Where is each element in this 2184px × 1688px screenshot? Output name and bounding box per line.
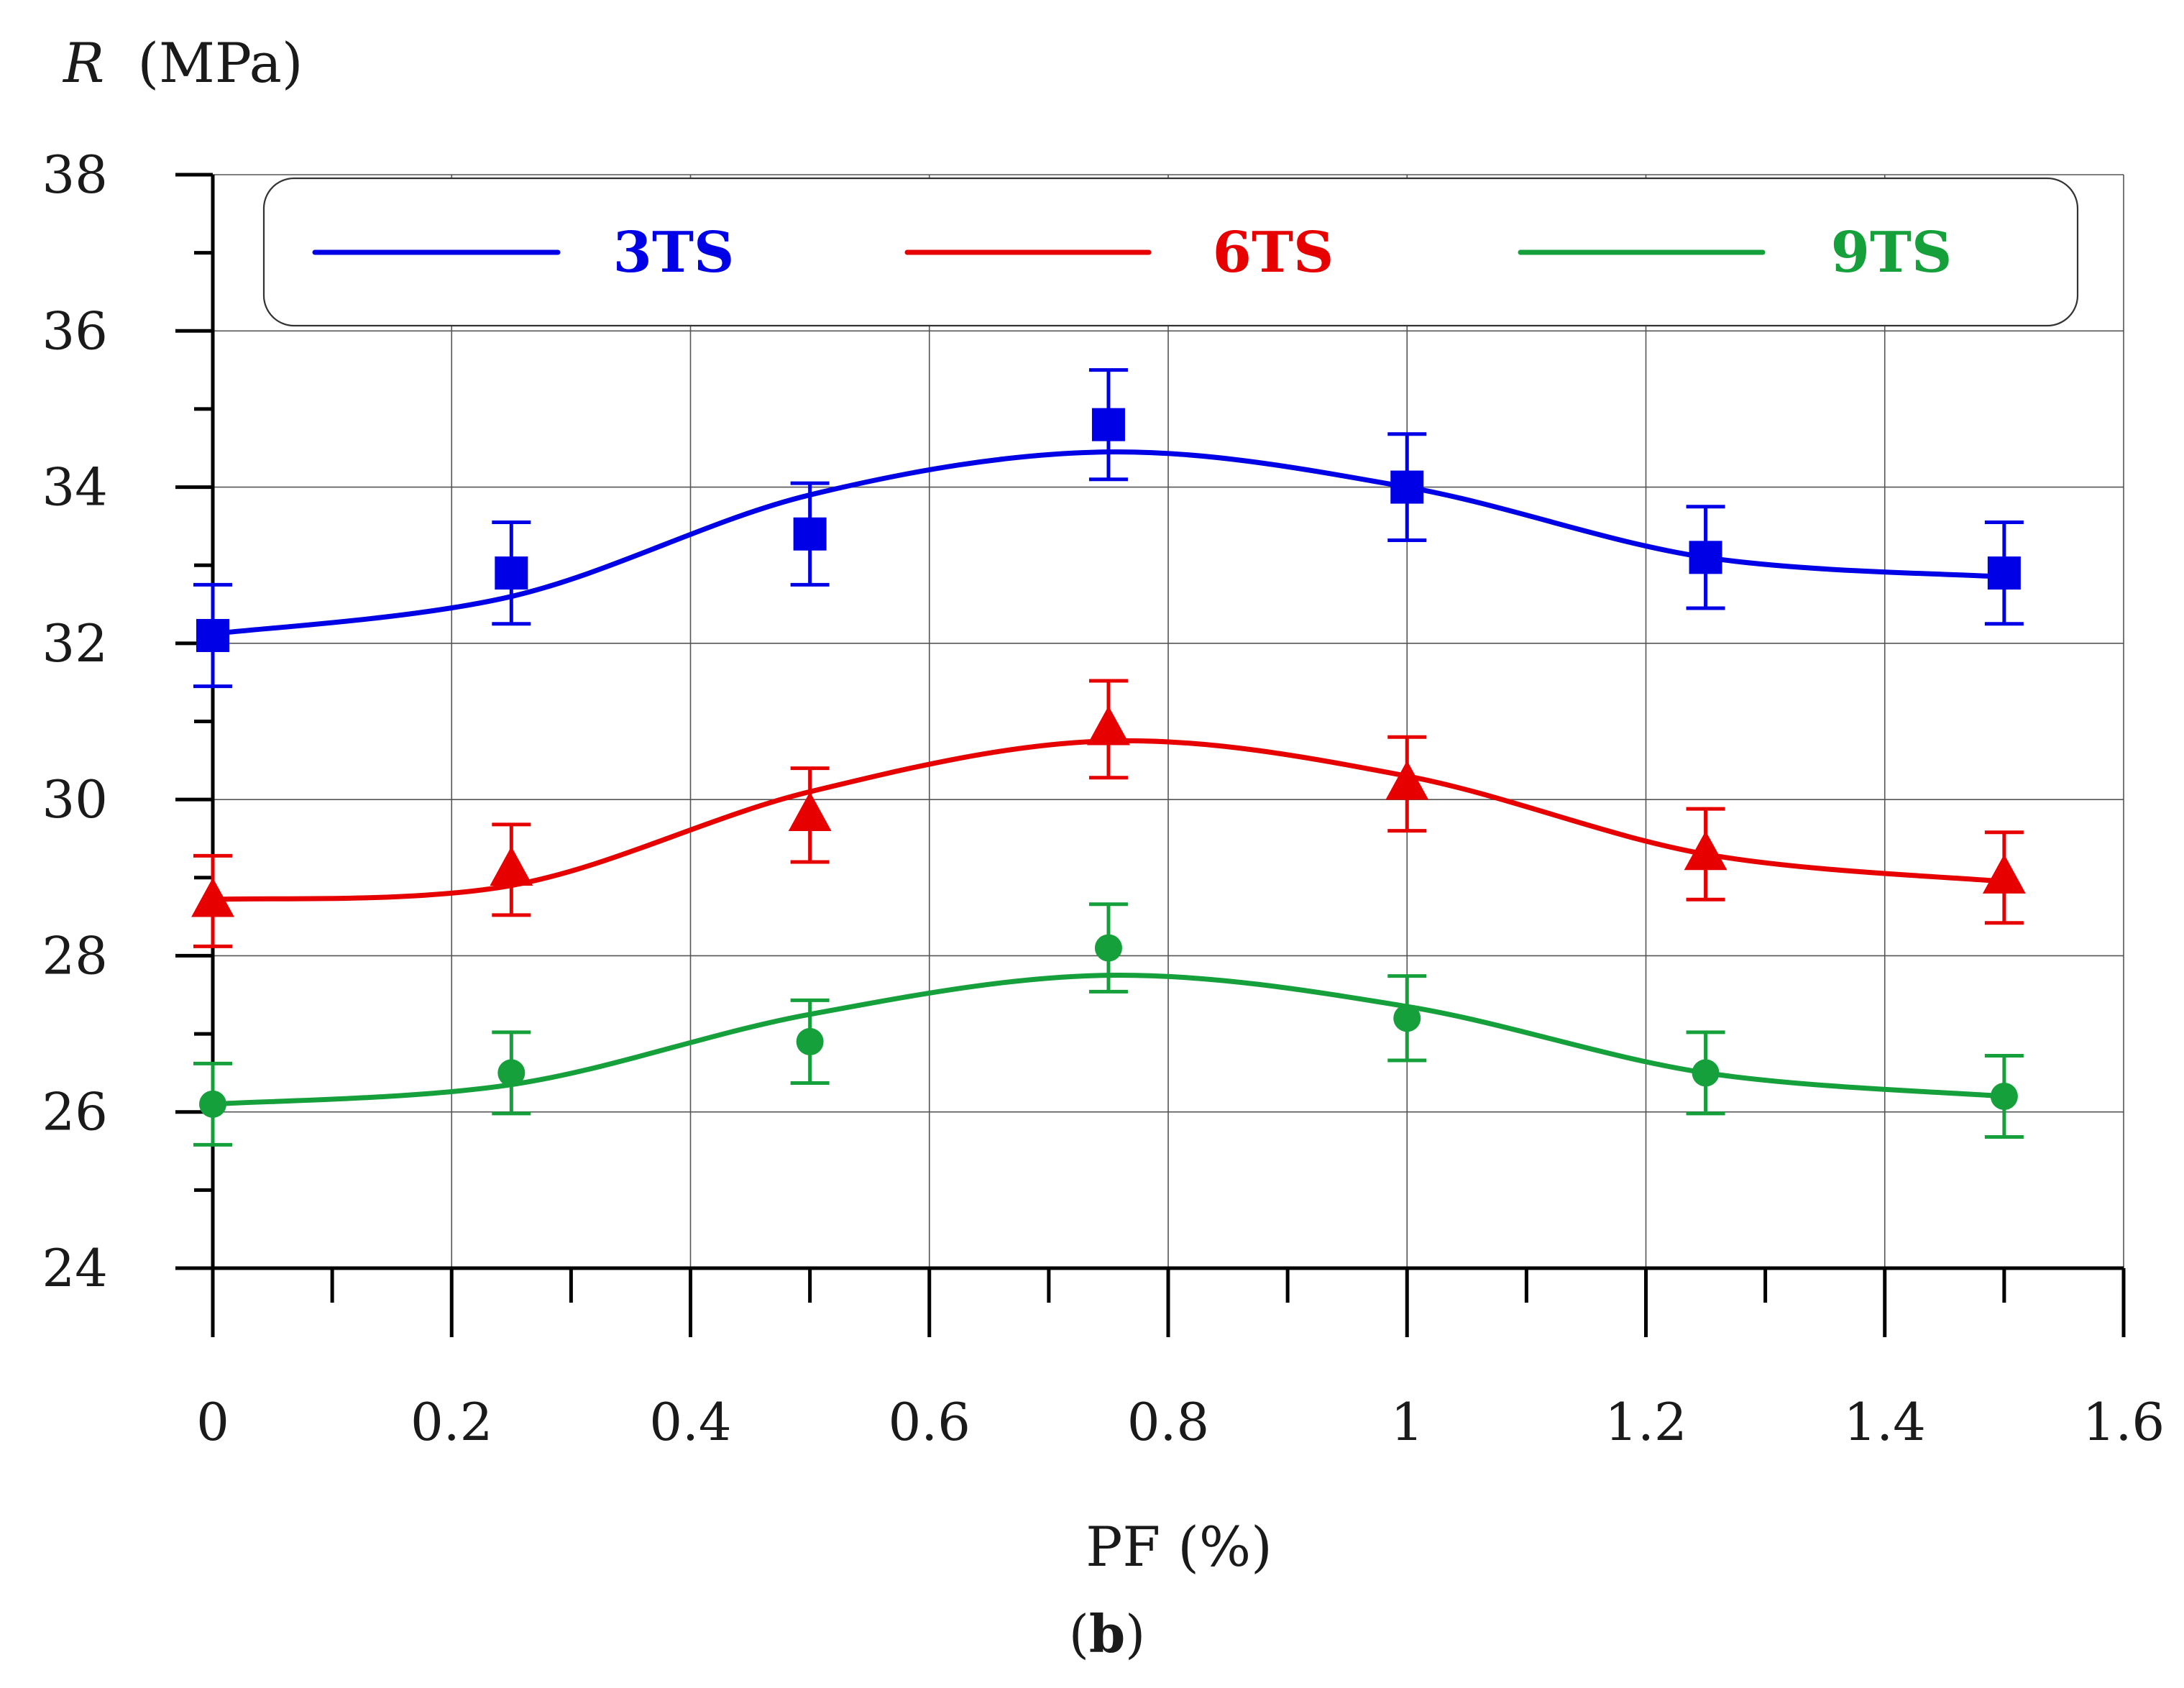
series-3ts	[193, 368, 2024, 689]
legend-label-9ts: 9TS	[1831, 220, 1953, 285]
data-point-3ts	[1390, 470, 1424, 504]
data-point-6ts	[1684, 830, 1728, 871]
data-point-9ts	[1692, 1059, 1720, 1087]
x-tick-label: 0.4	[649, 1392, 732, 1452]
data-point-9ts	[1990, 1082, 2018, 1110]
x-tick-label: 0.8	[1127, 1392, 1210, 1452]
y-axis-unit: (MPa)	[137, 31, 303, 95]
data-point-3ts	[495, 556, 528, 590]
data-point-6ts	[1982, 854, 2026, 894]
x-axis-title: PF (%)	[1086, 1515, 1272, 1579]
series-9ts	[193, 902, 2024, 1147]
y-tick-label: 34	[42, 457, 108, 518]
x-tick-label: 0	[196, 1392, 229, 1452]
y-tick-label: 24	[42, 1238, 108, 1298]
y-tick-label: 28	[42, 925, 108, 986]
y-tick-label: 30	[42, 769, 108, 830]
data-point-6ts	[490, 846, 533, 886]
y-tick-label: 38	[42, 145, 108, 205]
legend-label-3ts: 3TS	[613, 220, 735, 285]
y-tick-label: 36	[42, 301, 108, 361]
tick-labels: 24 26 28 30 32 34 36 38 0 0.2 0.4 0.6 0.8 1 1.2 1.4 1.6	[42, 145, 2165, 1452]
y-tick-label: 26	[42, 1082, 108, 1142]
y-axis-symbol: R	[62, 31, 104, 95]
x-tick-label: 0.6	[888, 1392, 971, 1452]
data-point-9ts	[1393, 1004, 1421, 1032]
data-point-6ts	[1087, 705, 1130, 746]
data-point-9ts	[1094, 934, 1122, 962]
data-point-6ts	[191, 877, 234, 917]
grid-lines	[213, 174, 2124, 1268]
y-tick-label: 32	[42, 613, 108, 674]
x-tick-label: 1.4	[1843, 1392, 1926, 1452]
data-point-6ts	[1385, 760, 1429, 800]
panel-label-letter: b	[1089, 1603, 1125, 1664]
data-point-3ts	[1091, 408, 1125, 441]
series	[191, 368, 2026, 1147]
legend: 3TS 6TS 9TS	[262, 177, 2079, 327]
x-tick-label: 1	[1390, 1392, 1423, 1452]
x-tick-label: 1.2	[1605, 1392, 1687, 1452]
data-point-6ts	[788, 792, 832, 831]
data-point-9ts	[796, 1027, 824, 1055]
legend-label-6ts: 6TS	[1213, 220, 1334, 285]
x-tick-label: 1.6	[2083, 1392, 2165, 1452]
data-point-9ts	[199, 1090, 226, 1118]
x-tick-label: 0.2	[410, 1392, 493, 1452]
fit-curve-9ts	[212, 972, 2005, 1107]
data-point-9ts	[497, 1059, 526, 1087]
data-point-3ts	[1689, 541, 1722, 574]
y-axis-title: R (MPa)	[62, 31, 303, 95]
data-point-3ts	[196, 618, 229, 652]
legend-box	[262, 177, 2079, 327]
data-point-3ts	[1987, 556, 2021, 590]
series-6ts	[191, 679, 2026, 948]
data-point-3ts	[793, 517, 827, 551]
axis-ticks	[175, 173, 2126, 1337]
panel-label: (b)	[1069, 1603, 1146, 1664]
